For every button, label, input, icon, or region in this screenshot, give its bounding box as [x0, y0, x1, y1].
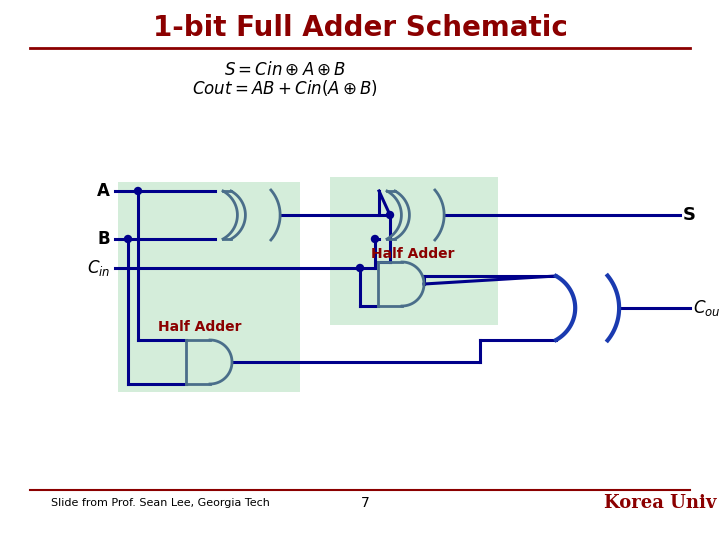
Circle shape: [387, 212, 394, 219]
Text: S: S: [683, 206, 696, 224]
Text: $Cout = AB + Cin(A \oplus B)$: $Cout = AB + Cin(A \oplus B)$: [192, 78, 378, 98]
Text: B: B: [97, 230, 110, 248]
Text: A: A: [97, 182, 110, 200]
Text: Slide from Prof. Sean Lee, Georgia Tech: Slide from Prof. Sean Lee, Georgia Tech: [50, 498, 269, 508]
Text: Half Adder: Half Adder: [158, 320, 242, 334]
FancyBboxPatch shape: [118, 182, 300, 392]
Circle shape: [372, 235, 379, 242]
Text: Half Adder: Half Adder: [372, 247, 455, 261]
Circle shape: [356, 265, 364, 272]
Text: Korea Univ: Korea Univ: [604, 494, 716, 512]
Circle shape: [135, 187, 142, 194]
Circle shape: [125, 235, 132, 242]
Text: $C_{in}$: $C_{in}$: [86, 258, 110, 278]
FancyBboxPatch shape: [330, 177, 498, 325]
Text: 7: 7: [361, 496, 369, 510]
Text: 1-bit Full Adder Schematic: 1-bit Full Adder Schematic: [153, 14, 567, 42]
Text: $C_{out}$: $C_{out}$: [693, 298, 720, 318]
Text: $S = Cin \oplus A \oplus B$: $S = Cin \oplus A \oplus B$: [224, 62, 346, 79]
